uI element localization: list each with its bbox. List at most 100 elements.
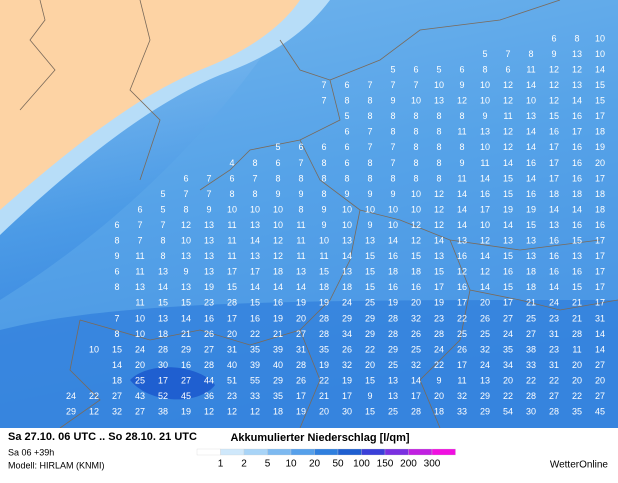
grid-value: 10 (273, 220, 283, 230)
grid-value: 16 (526, 158, 536, 168)
legend-tick: 20 (309, 459, 321, 470)
grid-value: 8 (114, 236, 119, 246)
grid-value: 26 (296, 375, 306, 385)
grid-value: 22 (457, 313, 467, 323)
grid-value: 14 (296, 282, 306, 292)
grid-value: 5 (482, 49, 487, 59)
legend-swatch (196, 448, 221, 456)
grid-value: 19 (595, 142, 605, 152)
grid-value: 8 (321, 189, 326, 199)
grid-value: 15 (365, 375, 375, 385)
grid-value: 5 (344, 111, 349, 121)
grid-value: 18 (595, 189, 605, 199)
grid-value: 12 (250, 407, 260, 417)
grid-value: 14 (503, 220, 513, 230)
grid-value: 14 (526, 127, 536, 137)
grid-value: 27 (181, 375, 191, 385)
model: Modell: HIRLAM (KNMI) (8, 460, 105, 470)
grid-value: 8 (574, 33, 579, 43)
grid-value: 13 (181, 251, 191, 261)
grid-value: 16 (549, 267, 559, 277)
grid-value: 5 (275, 142, 280, 152)
grid-value: 7 (367, 127, 372, 137)
grid-value: 8 (114, 282, 119, 292)
grid-value: 18 (595, 127, 605, 137)
grid-value: 14 (480, 251, 490, 261)
grid-value: 8 (413, 158, 418, 168)
grid-value: 26 (204, 329, 214, 339)
grid-value: 17 (158, 375, 168, 385)
grid-value: 32 (411, 313, 421, 323)
grid-value: 33 (250, 391, 260, 401)
grid-value: 26 (457, 344, 467, 354)
run: Sa 06 +39h (8, 447, 54, 457)
grid-value: 34 (342, 329, 352, 339)
grid-value: 15 (365, 251, 375, 261)
grid-value: 24 (342, 298, 352, 308)
grid-value: 18 (572, 189, 582, 199)
grid-value: 12 (503, 80, 513, 90)
grid-value: 18 (434, 407, 444, 417)
grid-value: 13 (181, 282, 191, 292)
grid-value: 14 (503, 158, 513, 168)
grid-value: 32 (411, 360, 421, 370)
grid-value: 10 (434, 80, 444, 90)
grid-value: 21 (572, 298, 582, 308)
legend-tick: 300 (424, 459, 441, 470)
grid-value: 28 (526, 391, 536, 401)
grid-value: 8 (459, 111, 464, 121)
grid-value: 19 (319, 360, 329, 370)
grid-value: 10 (250, 204, 260, 214)
grid-value: 21 (572, 313, 582, 323)
grid-value: 17 (342, 391, 352, 401)
grid-value: 16 (595, 220, 605, 230)
grid-value: 7 (137, 236, 142, 246)
grid-value: 35 (273, 391, 283, 401)
grid-value: 17 (434, 282, 444, 292)
grid-value: 15 (112, 344, 122, 354)
grid-value: 18 (319, 282, 329, 292)
grid-value: 19 (319, 298, 329, 308)
grid-value: 12 (434, 204, 444, 214)
grid-value: 35 (572, 407, 582, 417)
grid-value: 8 (160, 236, 165, 246)
grid-value: 22 (365, 344, 375, 354)
grid-value: 15 (503, 173, 513, 183)
grid-value: 23 (204, 298, 214, 308)
legend-tick: 2 (241, 459, 247, 470)
grid-value: 52 (158, 391, 168, 401)
grid-value: 14 (411, 375, 421, 385)
grid-value: 13 (388, 375, 398, 385)
grid-value: 18 (526, 282, 536, 292)
grid-value: 6 (114, 220, 119, 230)
grid-value: 8 (459, 142, 464, 152)
grid-value: 35 (503, 344, 513, 354)
grid-value: 9 (459, 80, 464, 90)
grid-value: 28 (319, 329, 329, 339)
grid-value: 14 (112, 360, 122, 370)
grid-value: 27 (135, 407, 145, 417)
grid-value: 7 (413, 80, 418, 90)
grid-value: 6 (344, 127, 349, 137)
grid-value: 18 (411, 267, 421, 277)
grid-value: 8 (390, 173, 395, 183)
grid-value: 13 (480, 127, 490, 137)
grid-value: 8 (344, 173, 349, 183)
grid-value: 7 (367, 80, 372, 90)
grid-value: 9 (321, 204, 326, 214)
grid-value: 22 (549, 375, 559, 385)
legend-swatch (267, 448, 292, 456)
grid-value: 20 (227, 329, 237, 339)
grid-value: 14 (595, 64, 605, 74)
grid-value: 10 (388, 204, 398, 214)
grid-value: 12 (503, 96, 513, 106)
grid-value: 10 (388, 220, 398, 230)
grid-value: 9 (390, 96, 395, 106)
grid-value: 28 (434, 329, 444, 339)
grid-value: 51 (227, 375, 237, 385)
grid-value: 15 (434, 267, 444, 277)
grid-value: 15 (227, 282, 237, 292)
grid-value: 19 (503, 204, 513, 214)
grid-value: 10 (526, 96, 536, 106)
grid-value: 17 (595, 173, 605, 183)
